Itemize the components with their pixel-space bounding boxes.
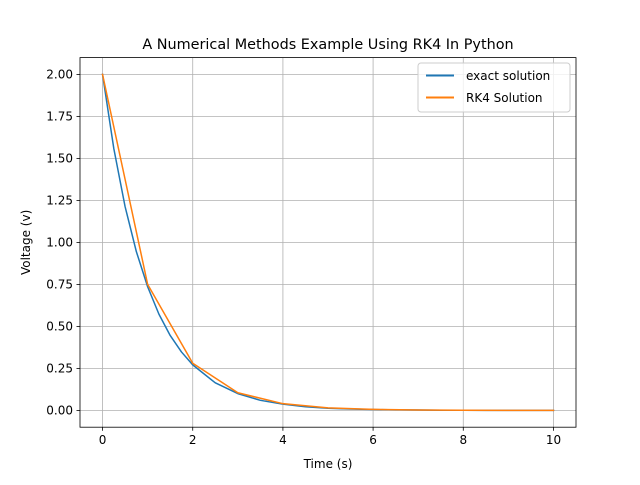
y-tick-label: 0.00 bbox=[46, 404, 73, 418]
y-tick-label: 1.75 bbox=[46, 110, 73, 124]
x-tick-label: 4 bbox=[279, 433, 287, 447]
y-tick-label: 0.75 bbox=[46, 278, 73, 292]
legend: exact solution RK4 Solution bbox=[417, 62, 571, 113]
grid bbox=[80, 57, 576, 428]
y-tick-label: 1.50 bbox=[46, 152, 73, 166]
x-tick-label: 2 bbox=[189, 433, 197, 447]
x-tick-label: 6 bbox=[369, 433, 377, 447]
y-tick-label: 1.00 bbox=[46, 236, 73, 250]
series-lines bbox=[101, 73, 555, 412]
x-tick-label: 8 bbox=[459, 433, 467, 447]
legend-label-rk4-solution: RK4 Solution bbox=[466, 91, 543, 105]
x-axis-label: Time (s) bbox=[303, 457, 353, 471]
y-tick-label: 0.25 bbox=[46, 362, 73, 376]
ticks: 0 2 4 6 8 10 0.00 0.25 0.50 0.75 1.00 1.25 1.50 1.75 2… bbox=[46, 68, 561, 448]
y-tick-label: 2.00 bbox=[46, 68, 73, 82]
legend-label-exact-solution: exact solution bbox=[466, 69, 550, 83]
y-tick-label: 0.50 bbox=[46, 320, 73, 334]
x-tick-label: 0 bbox=[99, 433, 107, 447]
legend-box bbox=[417, 62, 571, 113]
y-tick-label: 1.25 bbox=[46, 194, 73, 208]
y-axis-label: Voltage (v) bbox=[19, 210, 33, 275]
x-tick-label: 10 bbox=[546, 433, 561, 447]
chart-title: A Numerical Methods Example Using RK4 In… bbox=[142, 37, 513, 53]
series-line-rk4-solution bbox=[101, 73, 555, 412]
